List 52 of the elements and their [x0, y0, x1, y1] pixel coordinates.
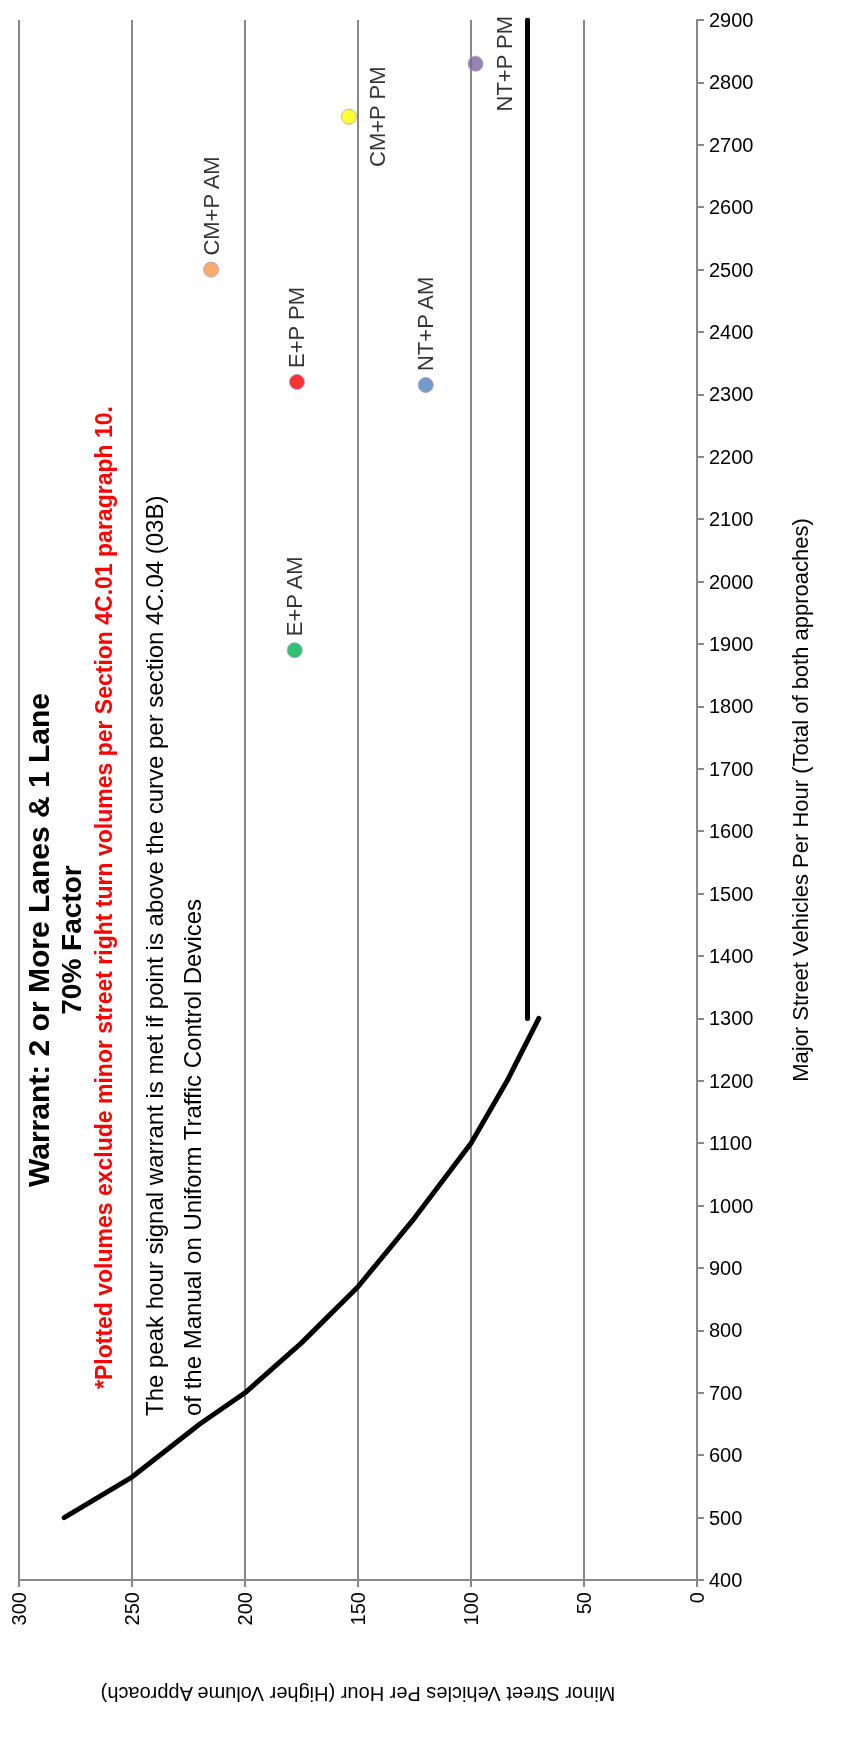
text: 70% Factor — [55, 865, 87, 1015]
y-tick-label: 2200 — [709, 445, 754, 468]
y-tick-label: 800 — [709, 1319, 743, 1342]
annotation: *Plotted volumes exclude minor street right turn volumes per Section 4C.01 paragraph 10. — [90, 406, 117, 1389]
x-tick-label: 200 — [234, 1592, 256, 1626]
point — [340, 108, 357, 125]
y-tick-label: 1400 — [709, 945, 754, 967]
y-tick-label: 1600 — [709, 820, 754, 843]
y-tick-label: 2800 — [709, 71, 754, 94]
point — [467, 55, 484, 72]
y-tick-label: 2500 — [709, 258, 754, 281]
x-tick-label: 100 — [460, 1592, 482, 1626]
y-tick-label: 1800 — [709, 695, 754, 718]
y-tick-label: 2400 — [709, 321, 754, 343]
text: NT+P PM — [492, 15, 518, 112]
x-tick-label: 300 — [8, 1592, 30, 1626]
y-tick-label: 2300 — [709, 383, 754, 406]
y-tick-label: 700 — [709, 1381, 743, 1404]
point — [417, 377, 434, 394]
y-tick-label: 2600 — [709, 196, 754, 219]
y-tick-label: 900 — [709, 1257, 743, 1279]
point — [203, 261, 220, 278]
x-tick-label: 50 — [573, 1592, 595, 1615]
y-tick-label: 1000 — [709, 1194, 754, 1217]
annotation: The peak hour signal warrant is met if point is above the curve per section 4C.04 (03B) — [140, 495, 168, 1416]
y-tick-label: 500 — [709, 1506, 743, 1529]
point — [286, 642, 303, 659]
y-tick-label: 1500 — [709, 882, 754, 905]
y-tick-label: 1200 — [709, 1069, 754, 1092]
x-axis-title: Minor Street Vehicles Per Hour (Higher Volume Approach) — [100, 1683, 616, 1705]
annotation: of the Manual on Uniform Traffic Control Devices — [178, 898, 206, 1416]
y-tick-label: 2700 — [709, 133, 754, 156]
x-tick-label: 150 — [347, 1592, 369, 1626]
text: Warrant: 2 or More Lanes & 1 Lane — [21, 692, 55, 1188]
y-tick-label: 1100 — [709, 1132, 753, 1155]
y-tick-label: 1900 — [709, 633, 754, 655]
x-tick-label: 250 — [121, 1592, 143, 1626]
text: CM+P PM — [365, 66, 391, 167]
y-tick-label: 2100 — [709, 508, 754, 531]
text: CM+P AM — [198, 156, 224, 256]
y-tick-label: 600 — [709, 1444, 743, 1467]
text: E+P AM — [282, 556, 308, 637]
y-tick-label: 400 — [709, 1569, 743, 1591]
text: NT+P AM — [413, 276, 439, 372]
x-tick-label: 0 — [686, 1592, 708, 1604]
y-axis-title: Major Street Vehicles Per Hour (Total of both approaches) — [787, 518, 813, 1082]
y-tick-label: 1300 — [709, 1007, 754, 1030]
y-tick-label: 2000 — [709, 570, 754, 593]
point — [289, 373, 305, 390]
y-tick-label: 2900 — [709, 9, 754, 31]
y-tick-label: 1700 — [709, 757, 754, 780]
text: E+P PM — [284, 287, 310, 368]
